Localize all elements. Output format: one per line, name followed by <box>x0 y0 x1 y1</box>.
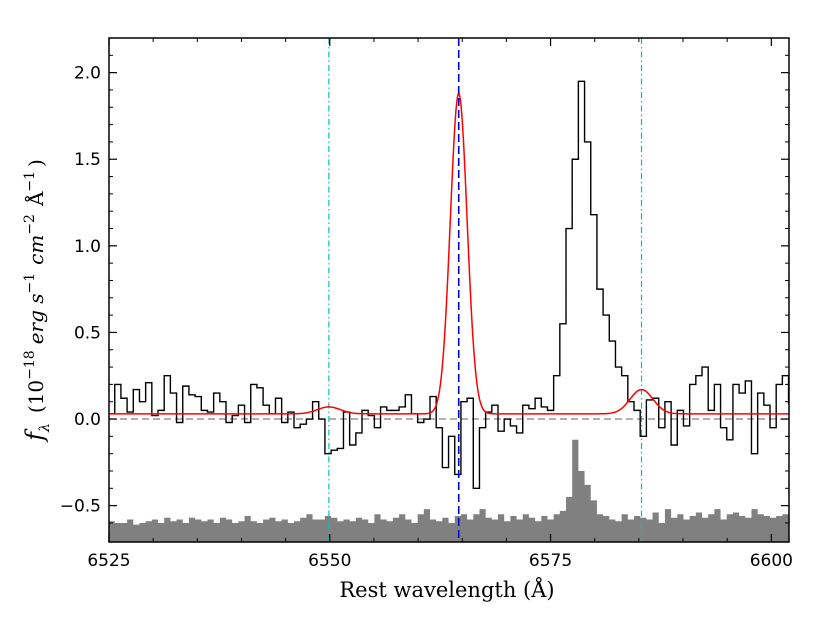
noise-spectrum-fill <box>109 439 789 542</box>
y-tick-label-4: 1.5 <box>74 150 101 170</box>
y-label-subscript: λ <box>37 423 53 433</box>
y-label-exp1: −18 <box>22 350 38 380</box>
y-tick-label-3: 1.0 <box>74 237 101 257</box>
y-label-unit2: cm <box>24 235 48 265</box>
y-label-exp3: −2 <box>22 214 38 235</box>
y-tick-label-5: 2.0 <box>74 64 101 84</box>
x-tick-label-6600: 6600 <box>750 551 793 571</box>
x-tick-label-6525: 6525 <box>87 551 130 571</box>
y-label-exp2: −1 <box>22 273 38 294</box>
y-label-exp4: −1 <box>22 171 38 192</box>
y-label-unit3: Å <box>23 191 48 207</box>
x-tick-label-6550: 6550 <box>308 551 351 571</box>
axis-ticks: 6525 6550 6575 6600 −0.5 0.0 0.5 1.0 1.5 2.0 <box>60 38 793 571</box>
plot-area <box>109 38 789 542</box>
y-tick-label-1: 0.0 <box>74 410 101 430</box>
gaussian-fit-line <box>109 92 789 415</box>
axes-frame <box>108 37 790 543</box>
x-axis-label: Rest wavelength (Å) <box>339 577 554 602</box>
y-tick-label-0: −0.5 <box>60 497 101 517</box>
y-label-unit1: erg s <box>24 293 48 344</box>
x-tick-label-6575: 6575 <box>529 551 572 571</box>
y-tick-label-2: 0.5 <box>74 323 101 343</box>
y-label-open: (10 <box>24 380 48 413</box>
y-label-close: ) <box>24 159 48 167</box>
observed-spectrum-line <box>109 80 789 490</box>
y-axis-label: fλ(10−18erg s−1cm−2Å−1) <box>21 159 53 443</box>
